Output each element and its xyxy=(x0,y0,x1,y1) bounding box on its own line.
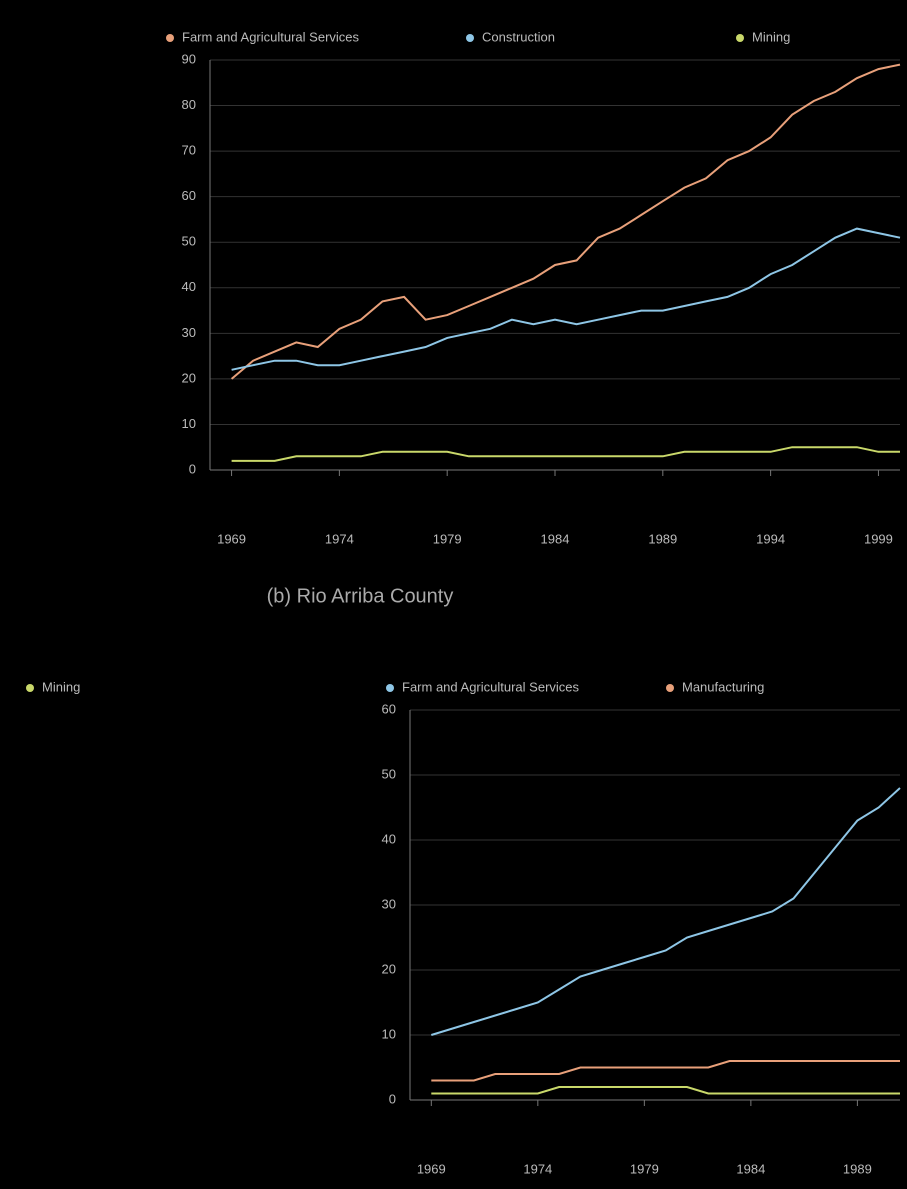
legend-label: Mining xyxy=(42,679,80,694)
y-tick-label: 80 xyxy=(182,97,196,112)
legend-marker xyxy=(386,684,394,692)
y-tick-label: 50 xyxy=(182,234,196,249)
legend-marker xyxy=(666,684,674,692)
series-line xyxy=(431,788,900,1035)
series-line xyxy=(431,1061,900,1081)
x-tick-label: 1994 xyxy=(756,531,785,546)
series-line xyxy=(232,65,900,379)
legend-marker xyxy=(166,34,174,42)
y-tick-label: 60 xyxy=(382,701,396,716)
x-tick-label: 1979 xyxy=(630,1161,659,1176)
y-tick-label: 60 xyxy=(182,188,196,203)
y-tick-label: 70 xyxy=(182,143,196,158)
x-tick-label: 1984 xyxy=(541,531,570,546)
page: (b) Rio Arriba County 0 10 20 30 40 50 60 70 80 9… xyxy=(0,0,907,1189)
y-tick-label: 20 xyxy=(382,961,396,976)
legend-marker xyxy=(736,34,744,42)
y-tick-label: 20 xyxy=(182,370,196,385)
series-line xyxy=(232,447,900,461)
y-tick-label: 50 xyxy=(382,766,396,781)
legend-label: Mining xyxy=(752,29,790,44)
x-tick-label: 1989 xyxy=(648,531,677,546)
x-tick-label: 1969 xyxy=(217,531,246,546)
y-tick-label: 0 xyxy=(189,461,196,476)
y-tick-label: 30 xyxy=(382,896,396,911)
legend-label: Manufacturing xyxy=(682,679,764,694)
y-tick-label: 0 xyxy=(389,1091,396,1106)
legend-marker xyxy=(466,34,474,42)
y-tick-label: 40 xyxy=(182,279,196,294)
legend-label: Farm and Agricultural Services xyxy=(182,29,360,44)
x-tick-label: 1984 xyxy=(736,1161,765,1176)
legend-marker xyxy=(26,684,34,692)
legend-label: Construction xyxy=(482,29,555,44)
x-tick-label: 1989 xyxy=(843,1161,872,1176)
y-tick-label: 30 xyxy=(182,325,196,340)
series-line xyxy=(431,1087,900,1094)
y-tick-label: 90 xyxy=(182,51,196,66)
y-tick-label: 10 xyxy=(182,416,196,431)
x-tick-label: 1974 xyxy=(523,1161,552,1176)
x-tick-label: 1979 xyxy=(433,531,462,546)
x-tick-label: 1999 xyxy=(864,531,893,546)
caption: (b) Rio Arriba County xyxy=(267,585,454,607)
legend-label: Farm and Agricultural Services xyxy=(402,679,580,694)
y-tick-label: 10 xyxy=(382,1026,396,1041)
x-tick-label: 1969 xyxy=(417,1161,446,1176)
x-tick-label: 1974 xyxy=(325,531,354,546)
y-tick-label: 40 xyxy=(382,831,396,846)
series-line xyxy=(232,229,900,370)
